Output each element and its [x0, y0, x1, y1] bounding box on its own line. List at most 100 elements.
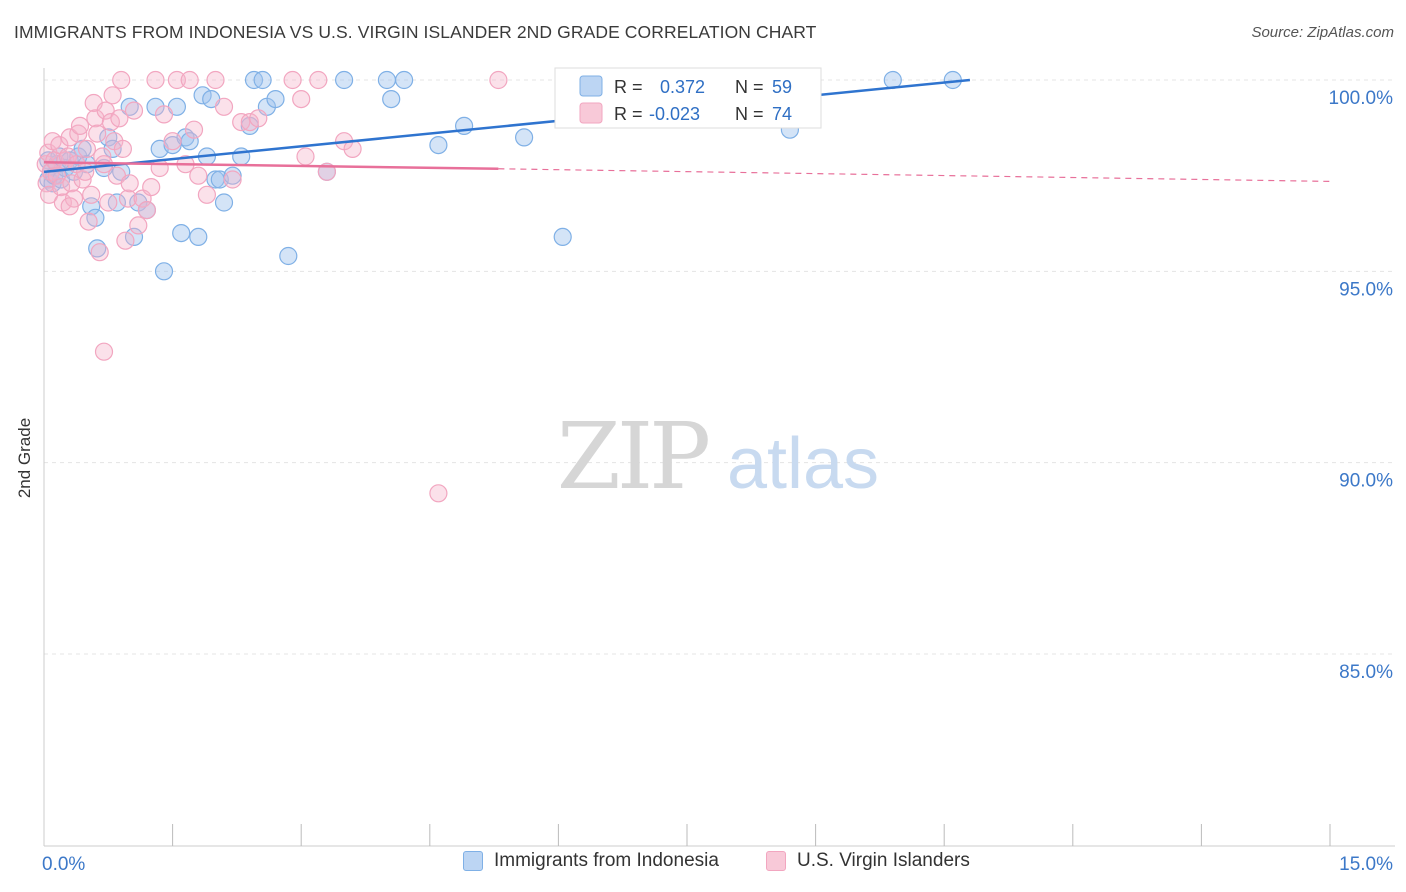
data-point	[249, 109, 268, 128]
legend-n-label: N =	[735, 104, 764, 124]
bottom-legend: Immigrants from Indonesia U.S. Virgin Is…	[0, 850, 1406, 880]
data-point	[69, 124, 88, 143]
data-point	[214, 193, 234, 212]
data-point	[124, 101, 144, 120]
legend-item-virgin-islanders: U.S. Virgin Islanders	[766, 850, 970, 872]
data-point	[154, 262, 174, 281]
y-tick-labels: 100.0% 95.0% 90.0% 85.0%	[1329, 88, 1394, 683]
axes	[43, 68, 1395, 847]
legend-n-value-indonesia: 59	[772, 77, 792, 97]
data-point	[514, 128, 534, 147]
legend-swatch-indonesia	[463, 851, 483, 871]
data-point	[279, 246, 298, 266]
data-point	[429, 136, 448, 155]
data-point	[101, 112, 121, 132]
watermark-atlas: atlas	[727, 424, 879, 504]
data-point	[163, 132, 182, 151]
watermark: ZIP atlas	[557, 403, 879, 510]
trend-line	[43, 161, 499, 171]
source-label: Source: ZipAtlas.com	[1251, 24, 1394, 41]
data-point	[60, 128, 79, 147]
data-point	[553, 227, 572, 246]
data-point	[189, 166, 208, 185]
data-point	[335, 70, 354, 90]
data-point	[60, 197, 79, 216]
legend-r-value-indonesia: 0.372	[660, 77, 705, 97]
data-point	[214, 97, 234, 116]
data-point	[37, 174, 56, 193]
y-tick-label: 95.0%	[1339, 279, 1393, 300]
data-point	[172, 224, 191, 243]
x-tick-labels: 0.0% 15.0%	[42, 854, 1393, 875]
series-indonesia	[39, 70, 962, 281]
data-point	[429, 484, 448, 503]
data-point	[489, 70, 508, 90]
data-point	[76, 162, 95, 181]
data-point	[189, 227, 208, 246]
data-point	[82, 185, 101, 204]
data-point	[377, 70, 396, 90]
legend-swatch-virgin-islanders	[766, 851, 786, 871]
data-point	[146, 70, 165, 90]
x-tick-label: 15.0%	[1339, 854, 1393, 875]
legend-n-label: N =	[735, 77, 764, 97]
y-tick-label: 100.0%	[1329, 88, 1394, 109]
data-point	[309, 70, 328, 90]
data-point	[382, 89, 401, 109]
legend-swatch-indonesia	[579, 75, 603, 97]
legend-label-virgin-islanders: U.S. Virgin Islanders	[797, 850, 970, 871]
watermark-zip: ZIP	[557, 403, 708, 510]
data-point	[77, 139, 97, 158]
y-axis-label: 2nd Grade	[15, 418, 34, 498]
data-point	[129, 216, 148, 235]
data-point	[62, 174, 81, 193]
data-point	[103, 86, 122, 105]
data-point	[70, 116, 90, 136]
series-virgin-islanders	[36, 70, 508, 503]
data-point	[180, 70, 199, 90]
data-point	[296, 147, 315, 166]
data-point	[395, 70, 414, 90]
data-point	[283, 70, 302, 90]
data-point	[88, 124, 107, 143]
y-tick-label: 85.0%	[1339, 662, 1393, 683]
legend-swatch-virgin-islanders	[579, 102, 603, 124]
data-point	[118, 189, 138, 208]
data-point	[266, 89, 285, 109]
data-point	[193, 86, 212, 105]
data-point	[253, 70, 272, 90]
data-point	[90, 243, 109, 262]
data-point	[116, 231, 135, 250]
data-point	[223, 166, 242, 185]
data-point	[206, 70, 225, 90]
legend-n-value-virgin-islanders: 74	[772, 104, 792, 124]
y-tick-label: 90.0%	[1339, 471, 1393, 492]
data-point	[99, 193, 118, 212]
inset-legend: R = 0.372 N = 59 R = -0.023 N = 74	[554, 67, 822, 129]
legend-label-indonesia: Immigrants from Indonesia	[494, 850, 719, 871]
legend-r-label: R =	[614, 77, 643, 97]
data-point	[124, 227, 144, 246]
data-point	[94, 342, 114, 361]
trend-line	[43, 78, 971, 174]
data-point	[292, 89, 311, 109]
data-point	[142, 178, 161, 197]
legend-r-label: R =	[614, 104, 643, 124]
data-point	[197, 185, 216, 204]
chart-title: IMMIGRANTS FROM INDONESIA VS U.S. VIRGIN…	[14, 22, 817, 42]
data-point	[103, 139, 122, 158]
legend-item-indonesia: Immigrants from Indonesia	[463, 850, 719, 872]
data-point	[110, 109, 129, 128]
data-point	[113, 139, 133, 158]
data-point	[240, 112, 259, 132]
x-tick-label: 0.0%	[42, 854, 85, 875]
data-point	[167, 70, 186, 90]
trend-line-extension	[498, 168, 1331, 183]
data-point	[79, 212, 98, 231]
data-point	[120, 174, 139, 193]
legend-r-value-virgin-islanders: -0.023	[649, 104, 700, 124]
data-point	[184, 120, 204, 139]
data-point	[112, 70, 131, 90]
data-point	[96, 101, 115, 120]
